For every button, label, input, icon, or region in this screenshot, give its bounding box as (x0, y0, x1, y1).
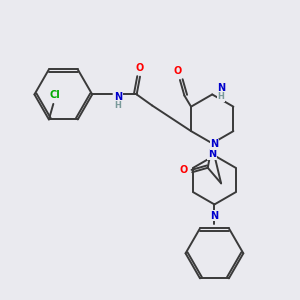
Text: N: N (210, 140, 218, 149)
Text: H: H (218, 92, 224, 101)
Text: Cl: Cl (49, 90, 60, 100)
Text: O: O (174, 66, 182, 76)
Text: O: O (179, 165, 188, 175)
Text: N: N (114, 92, 122, 102)
Text: O: O (136, 63, 144, 73)
Text: N: N (208, 149, 216, 159)
Text: N: N (217, 83, 225, 93)
Text: N: N (210, 211, 218, 220)
Text: H: H (114, 101, 121, 110)
